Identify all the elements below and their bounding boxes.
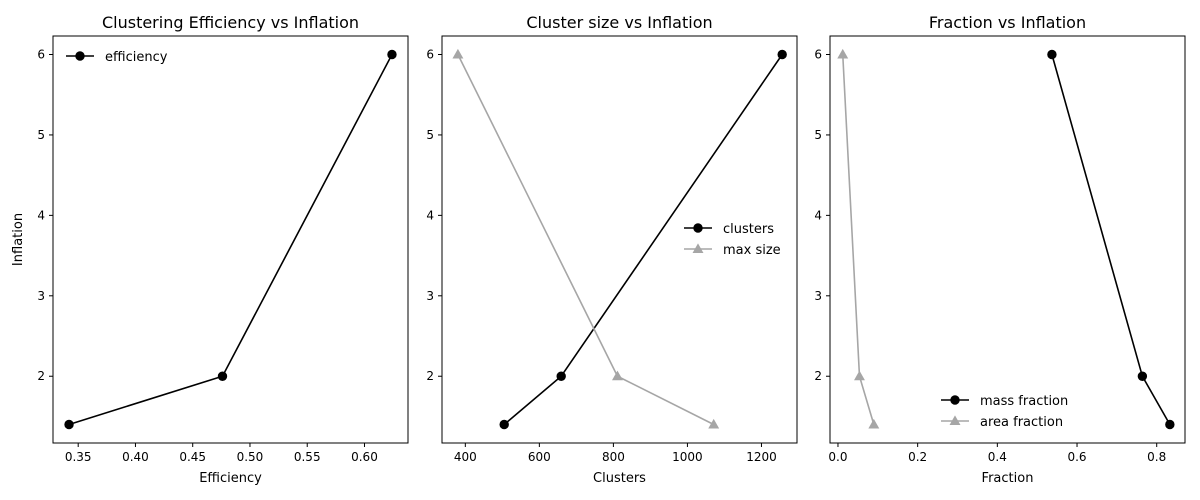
series-line-efficiency — [68, 54, 393, 426]
series-line-max-size — [457, 54, 715, 426]
data-point — [217, 371, 228, 381]
x-tick-label: 0.4 — [988, 450, 1007, 464]
legend-marker — [949, 415, 961, 425]
x-axis-label: Fraction — [982, 471, 1034, 486]
x-tick-label: 0.40 — [122, 450, 149, 464]
x-tick-label: 1200 — [746, 450, 777, 464]
data-point — [837, 48, 849, 59]
legend-label: area fraction — [980, 415, 1063, 430]
y-tick-label: 4 — [37, 208, 45, 222]
x-tick-label: 600 — [528, 450, 551, 464]
x-tick-label: 0.55 — [294, 450, 321, 464]
y-tick-label: 6 — [814, 48, 822, 62]
data-point — [1137, 371, 1148, 381]
x-tick-label: 1000 — [672, 450, 703, 464]
axes-frame — [441, 35, 798, 444]
y-tick-label: 3 — [814, 289, 822, 303]
chart-title: Clustering Efficiency vs Inflation — [102, 13, 359, 32]
data-point — [64, 419, 74, 430]
data-point — [708, 418, 720, 429]
y-tick-label: 4 — [426, 208, 434, 222]
x-axis-label: Efficiency — [199, 471, 262, 486]
legend-marker — [692, 243, 704, 253]
y-tick-label: 5 — [37, 128, 45, 142]
legend-label: mass fraction — [980, 394, 1068, 409]
chart-panel-3: Fraction vs Inflation 0.0 0.2 0.4 0.6 0.8 2 3 4 5… — [814, 13, 1186, 486]
legend-label: max size — [723, 243, 781, 258]
axes-frame — [52, 35, 409, 444]
y-tick-label: 3 — [426, 289, 434, 303]
chart-panel-2: Cluster size vs Inflation 400 600 800 1000 12… — [426, 13, 798, 486]
y-tick-label: 6 — [426, 48, 434, 62]
x-tick-label: 0.2 — [908, 450, 927, 464]
series-line-mass-fraction — [1051, 54, 1171, 425]
x-tick-label: 0.35 — [65, 450, 92, 464]
legend-marker — [950, 395, 960, 405]
x-tick-label: 0.8 — [1147, 450, 1166, 464]
legend-label: efficiency — [105, 50, 168, 65]
y-tick-label: 2 — [426, 369, 434, 383]
y-tick-label: 2 — [37, 369, 45, 383]
x-tick-label: 0.45 — [179, 450, 206, 464]
y-tick-label: 5 — [814, 128, 822, 142]
x-tick-label: 800 — [602, 450, 625, 464]
chart-title: Cluster size vs Inflation — [526, 13, 712, 32]
legend-label: clusters — [723, 222, 774, 237]
data-point — [854, 370, 865, 381]
legend-marker — [693, 223, 703, 233]
legend: clusters max size — [684, 222, 781, 258]
legend: efficiency — [66, 50, 168, 65]
series-line-clusters — [503, 54, 783, 426]
data-point — [868, 418, 880, 429]
data-point — [1047, 49, 1057, 60]
legend-marker — [75, 51, 85, 61]
data-point — [387, 49, 397, 60]
y-tick-label: 5 — [426, 128, 434, 142]
y-tick-label: 6 — [37, 48, 45, 62]
x-axis-label: Clusters — [593, 471, 646, 486]
y-axis-label: Inflation — [11, 213, 26, 266]
data-point — [499, 419, 509, 430]
x-tick-label: 0.0 — [828, 450, 847, 464]
data-point — [612, 370, 623, 381]
chart-title: Fraction vs Inflation — [929, 13, 1086, 32]
chart-panel-1: Clustering Efficiency vs Inflation 0.35 0.… — [11, 13, 409, 486]
data-point — [556, 371, 566, 381]
series-line-area-fraction — [841, 54, 875, 425]
data-point — [777, 49, 787, 60]
data-point — [1165, 419, 1175, 430]
y-tick-label: 2 — [814, 369, 822, 383]
x-tick-label: 0.6 — [1067, 450, 1086, 464]
x-tick-label: 400 — [454, 450, 477, 464]
x-tick-label: 0.60 — [351, 450, 378, 464]
axes-frame — [829, 35, 1186, 444]
legend: mass fraction area fraction — [941, 394, 1068, 430]
y-tick-label: 4 — [814, 208, 822, 222]
x-tick-label: 0.50 — [237, 450, 264, 464]
y-tick-label: 3 — [37, 289, 45, 303]
data-point — [452, 48, 464, 59]
